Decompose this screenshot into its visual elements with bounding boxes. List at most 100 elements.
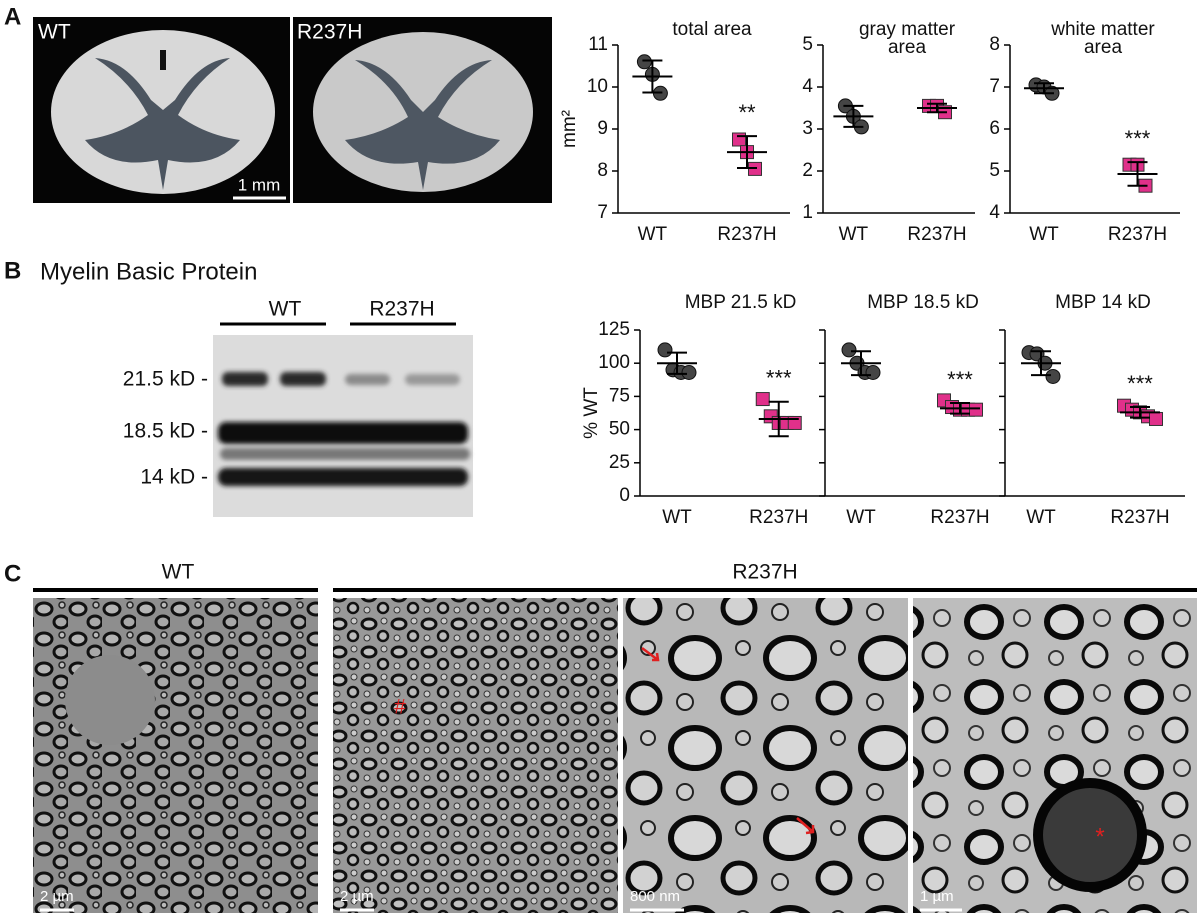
em-image bbox=[623, 598, 908, 913]
x-tick-label: WT bbox=[662, 507, 692, 528]
panel-label: C bbox=[4, 560, 21, 587]
em-image bbox=[333, 598, 618, 913]
chart-title: area bbox=[888, 37, 926, 58]
panel-label: B bbox=[4, 257, 21, 284]
y-tick-label: 8 bbox=[597, 160, 608, 181]
chart-title: area bbox=[1084, 37, 1122, 58]
y-axis-label: % WT bbox=[581, 387, 602, 439]
data-point bbox=[657, 342, 673, 358]
y-tick-label: 9 bbox=[597, 118, 608, 139]
chart-title: MBP 14 kD bbox=[1055, 292, 1151, 313]
scale-bar-label: 2 µm bbox=[340, 888, 374, 905]
data-point bbox=[841, 342, 857, 358]
image-label: WT bbox=[38, 21, 71, 44]
y-tick-label: 5 bbox=[802, 34, 813, 55]
y-tick-label: 25 bbox=[609, 452, 630, 473]
data-point bbox=[1149, 411, 1163, 426]
x-tick-label: R237H bbox=[930, 507, 989, 528]
group-label: R237H bbox=[732, 561, 797, 584]
y-axis-label: mm² bbox=[559, 110, 580, 148]
y-tick-label: 4 bbox=[802, 76, 813, 97]
error-bar bbox=[737, 135, 757, 170]
chart-title: MBP 21.5 kD bbox=[685, 292, 797, 313]
significance: *** bbox=[947, 367, 973, 392]
data-point bbox=[732, 132, 746, 147]
y-tick-label: 100 bbox=[598, 352, 630, 373]
lane-label: R237H bbox=[369, 298, 434, 321]
group-label: WT bbox=[162, 561, 195, 584]
y-tick-label: 11 bbox=[588, 34, 608, 55]
x-tick-label: WT bbox=[1026, 507, 1056, 528]
error-bar bbox=[1130, 406, 1150, 419]
x-tick-label: R237H bbox=[1108, 224, 1167, 245]
western-blot bbox=[213, 335, 473, 517]
y-tick-label: 75 bbox=[609, 385, 630, 406]
data-point bbox=[1045, 368, 1061, 384]
em-image bbox=[33, 598, 318, 913]
x-tick-label: WT bbox=[638, 224, 668, 245]
x-tick-label: R237H bbox=[749, 507, 808, 528]
significance: *** bbox=[1125, 126, 1151, 151]
chart-title: total area bbox=[672, 19, 752, 40]
y-tick-label: 10 bbox=[587, 76, 608, 97]
y-tick-label: 125 bbox=[598, 319, 630, 340]
significance: *** bbox=[766, 366, 792, 391]
lane-label: WT bbox=[269, 298, 302, 321]
error-bar bbox=[1034, 82, 1054, 95]
blot-title: Myelin Basic Protein bbox=[40, 258, 257, 285]
y-tick-label: 8 bbox=[989, 34, 1000, 55]
y-tick-label: 2 bbox=[802, 160, 813, 181]
y-tick-label: 1 bbox=[802, 202, 813, 223]
annotation: # bbox=[394, 696, 406, 719]
y-tick-label: 3 bbox=[802, 118, 813, 139]
x-tick-label: WT bbox=[839, 224, 869, 245]
data-point bbox=[636, 54, 652, 70]
error-bar bbox=[950, 402, 970, 415]
arrow bbox=[796, 817, 815, 835]
scale-bar-label: 2 µm bbox=[40, 888, 74, 905]
panel-label: A bbox=[4, 3, 21, 30]
significance: ** bbox=[738, 100, 756, 125]
x-tick-label: R237H bbox=[717, 224, 776, 245]
error-bar bbox=[768, 400, 789, 438]
band-label: 14 kD - bbox=[140, 466, 208, 489]
y-tick-label: 4 bbox=[989, 202, 1000, 223]
chart-title: white matter bbox=[1050, 19, 1155, 40]
scale-bar-label: 800 nm bbox=[630, 888, 680, 905]
scale-bar-label: 1 mm bbox=[238, 175, 281, 194]
data-point bbox=[681, 364, 697, 380]
error-bar bbox=[851, 350, 871, 377]
spinal-cord-image bbox=[33, 17, 290, 203]
y-tick-label: 7 bbox=[989, 76, 1000, 97]
chart-title: gray matter bbox=[859, 19, 956, 40]
band-label: 18.5 kD - bbox=[123, 420, 208, 443]
x-tick-label: R237H bbox=[907, 224, 966, 245]
y-tick-label: 0 bbox=[619, 485, 630, 506]
band-label: 21.5 kD - bbox=[123, 368, 208, 391]
data-point bbox=[969, 402, 983, 417]
image-label: R237H bbox=[297, 21, 362, 44]
significance: *** bbox=[1127, 371, 1153, 396]
y-tick-label: 5 bbox=[989, 160, 1000, 181]
annotation: * bbox=[1095, 823, 1104, 850]
x-tick-label: WT bbox=[846, 507, 876, 528]
error-bar bbox=[927, 102, 947, 114]
error-bar bbox=[642, 59, 663, 94]
error-bar bbox=[667, 351, 687, 375]
error-bar bbox=[1031, 350, 1051, 377]
chart-title: MBP 18.5 kD bbox=[867, 292, 979, 313]
arrow bbox=[641, 647, 660, 662]
data-point bbox=[865, 364, 881, 380]
data-point bbox=[755, 392, 770, 407]
y-tick-label: 7 bbox=[597, 202, 608, 223]
spinal-cord-image bbox=[293, 17, 552, 203]
x-tick-label: R237H bbox=[1110, 507, 1169, 528]
em-image bbox=[913, 598, 1197, 913]
scale-bar-label: 1 µm bbox=[920, 888, 954, 905]
y-tick-label: 50 bbox=[609, 419, 630, 440]
error-bar bbox=[1127, 161, 1148, 187]
x-tick-label: WT bbox=[1029, 224, 1059, 245]
y-tick-label: 6 bbox=[989, 118, 1000, 139]
error-bar bbox=[843, 104, 864, 128]
